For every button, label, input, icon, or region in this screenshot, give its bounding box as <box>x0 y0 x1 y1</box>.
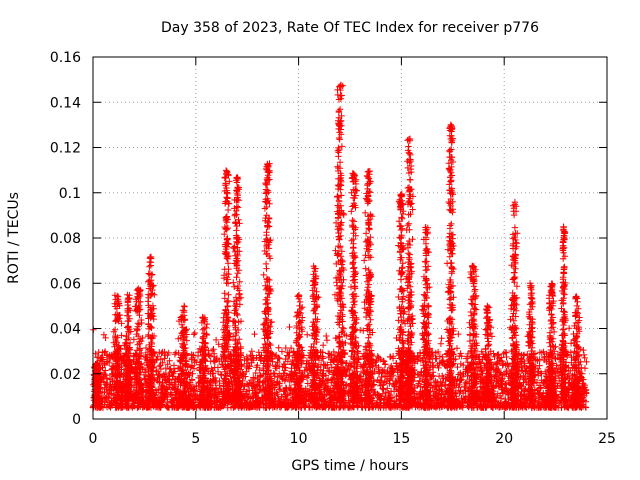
data-point <box>236 278 243 285</box>
data-point <box>304 331 311 338</box>
data-point <box>386 353 394 361</box>
data-points <box>89 81 590 411</box>
data-point <box>276 355 283 362</box>
data-point <box>147 253 154 261</box>
data-point <box>439 372 446 380</box>
data-point <box>100 331 108 338</box>
data-point <box>438 335 445 342</box>
data-point <box>286 323 293 331</box>
data-point <box>454 363 461 371</box>
data-point <box>212 336 220 344</box>
data-point <box>275 344 282 351</box>
data-point <box>278 348 286 355</box>
data-point <box>538 349 545 356</box>
data-point <box>102 394 109 402</box>
data-point <box>200 339 208 347</box>
data-point <box>457 350 464 357</box>
data-point <box>208 365 215 372</box>
data-point <box>224 206 232 214</box>
data-point <box>174 364 182 372</box>
data-point <box>325 367 332 375</box>
data-point <box>230 318 237 325</box>
data-point <box>551 348 558 355</box>
data-point <box>455 330 462 338</box>
data-point <box>191 329 198 337</box>
data-point <box>581 354 588 362</box>
data-point <box>534 368 542 376</box>
data-point <box>224 194 231 201</box>
data-point <box>323 337 331 344</box>
data-point <box>144 298 152 305</box>
data-point <box>499 362 506 369</box>
data-point <box>166 357 173 364</box>
data-point <box>231 283 238 290</box>
data-point <box>437 340 445 347</box>
data-point <box>503 353 510 361</box>
data-point <box>231 211 239 218</box>
data-point <box>215 341 222 348</box>
data-point <box>542 368 549 375</box>
data-point <box>210 346 217 353</box>
data-point <box>323 332 330 340</box>
data-point <box>145 270 152 277</box>
data-point <box>123 336 130 343</box>
data-point <box>320 342 327 349</box>
data-point <box>230 279 237 286</box>
data-point <box>190 331 198 338</box>
data-point <box>453 345 461 352</box>
data-point <box>180 302 188 310</box>
data-point <box>221 290 228 297</box>
data-point <box>225 291 232 298</box>
data-point <box>264 223 271 231</box>
chart-title: Day 358 of 2023, Rate Of TEC Index for r… <box>161 20 539 36</box>
data-point <box>225 265 232 273</box>
data-point <box>217 371 225 378</box>
data-point <box>304 380 311 387</box>
data-point <box>538 370 545 377</box>
data-point <box>236 291 243 298</box>
data-point <box>251 330 258 338</box>
data-point <box>102 334 109 342</box>
data-point <box>171 351 179 358</box>
data-point <box>580 351 588 359</box>
data-point <box>234 270 241 277</box>
data-point <box>147 259 154 266</box>
data-point <box>583 358 590 366</box>
data-point <box>156 363 163 370</box>
data-point <box>233 274 240 281</box>
data-point <box>536 362 543 369</box>
